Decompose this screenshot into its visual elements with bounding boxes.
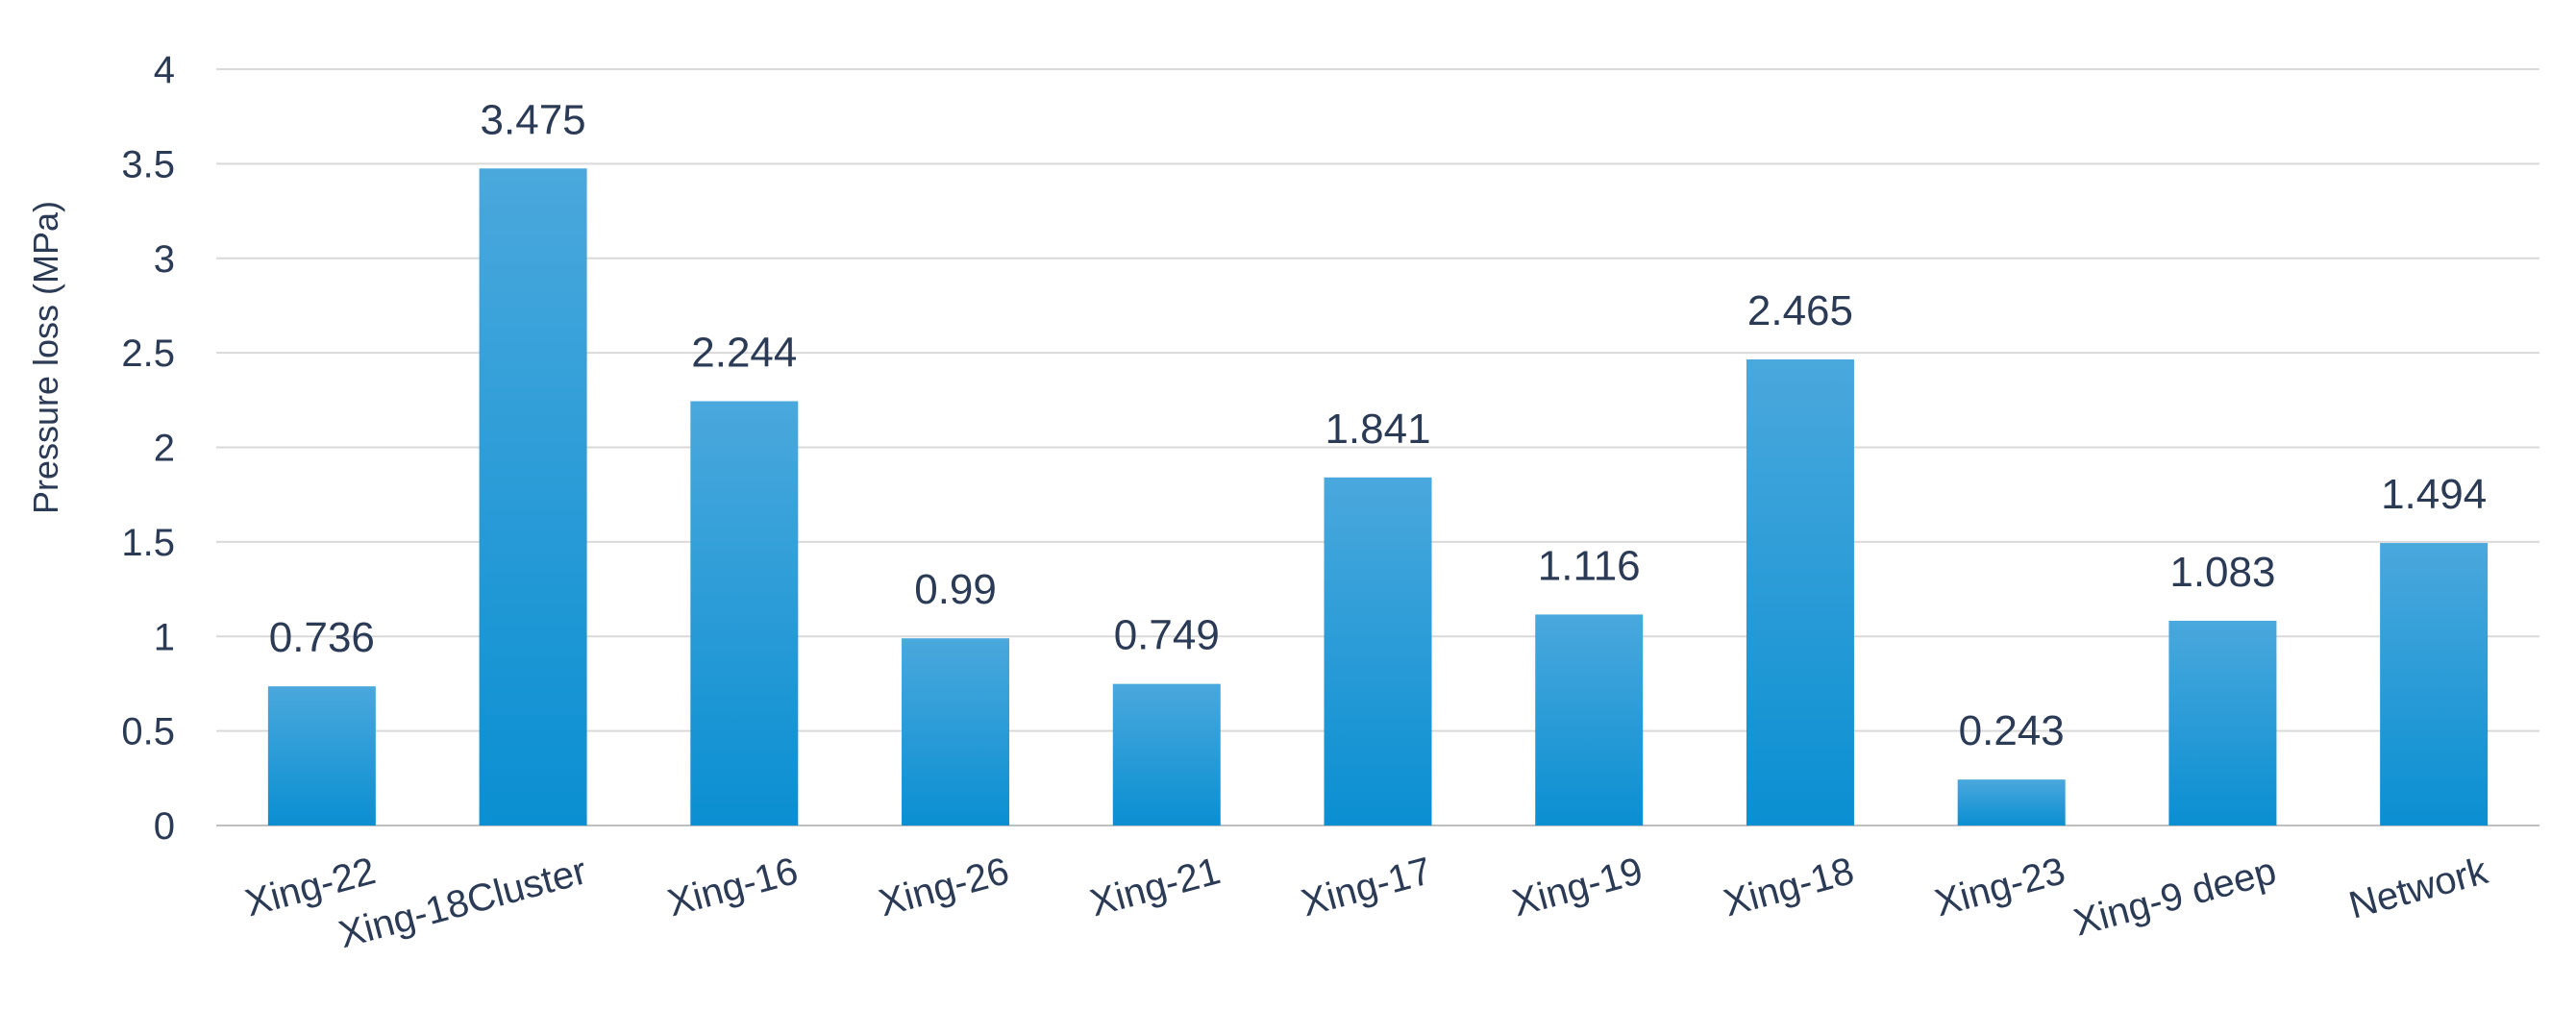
y-tick-label: 0.5 bbox=[121, 711, 175, 753]
y-axis-ticks: 0 0.5 1 1.5 2 2.5 3 3.5 4 bbox=[121, 49, 175, 848]
bar bbox=[1112, 683, 1221, 826]
data-label: 1.841 bbox=[1325, 406, 1430, 453]
bar bbox=[1957, 779, 2066, 826]
y-tick-label: 3 bbox=[154, 238, 175, 281]
data-label: 1.494 bbox=[2381, 471, 2487, 518]
bar bbox=[690, 401, 799, 826]
data-label: 0.99 bbox=[914, 566, 997, 613]
y-tick-label: 1 bbox=[154, 616, 175, 658]
data-label: 2.244 bbox=[691, 329, 797, 376]
data-label: 1.083 bbox=[2169, 549, 2275, 596]
bar bbox=[479, 168, 587, 826]
x-tick-label: Xing-16 bbox=[663, 850, 803, 924]
data-label: 0.736 bbox=[269, 614, 375, 661]
data-labels: 0.736 3.475 2.244 0.99 0.749 1.841 1.116 2.465 0… bbox=[269, 96, 2487, 754]
data-label: 0.243 bbox=[1959, 707, 2065, 754]
y-tick-label: 4 bbox=[154, 49, 175, 91]
bars bbox=[267, 168, 2489, 826]
data-label: 2.465 bbox=[1747, 287, 1853, 334]
bar bbox=[267, 686, 376, 826]
x-tick-label: Xing-18 bbox=[1720, 850, 1859, 924]
x-tick-label: Xing-19 bbox=[1508, 850, 1647, 924]
y-tick-label: 0 bbox=[154, 805, 175, 848]
y-tick-label: 2.5 bbox=[121, 333, 175, 375]
x-tick-label: Xing-21 bbox=[1086, 850, 1226, 924]
x-tick-label: Xing-17 bbox=[1297, 850, 1436, 924]
y-tick-label: 1.5 bbox=[121, 522, 175, 564]
gridlines bbox=[216, 68, 2539, 826]
y-tick-label: 3.5 bbox=[121, 143, 175, 185]
x-tick-label: Xing-26 bbox=[875, 850, 1014, 924]
y-tick-label: 2 bbox=[154, 428, 175, 470]
bar bbox=[1746, 359, 1854, 826]
data-label: 0.749 bbox=[1114, 612, 1220, 659]
bar bbox=[2380, 543, 2489, 826]
bar bbox=[1324, 477, 1432, 826]
data-label: 3.475 bbox=[481, 96, 586, 143]
x-tick-label: Xing-23 bbox=[1930, 850, 2069, 924]
x-tick-label: Xing-9 deep bbox=[2069, 850, 2281, 944]
bar bbox=[2168, 620, 2277, 826]
data-label: 1.116 bbox=[1538, 542, 1641, 589]
y-axis-title: Pressure loss (MPa) bbox=[26, 201, 65, 514]
bar bbox=[902, 638, 1010, 826]
x-tick-label: Network bbox=[2344, 850, 2492, 927]
bar bbox=[1535, 614, 1644, 826]
